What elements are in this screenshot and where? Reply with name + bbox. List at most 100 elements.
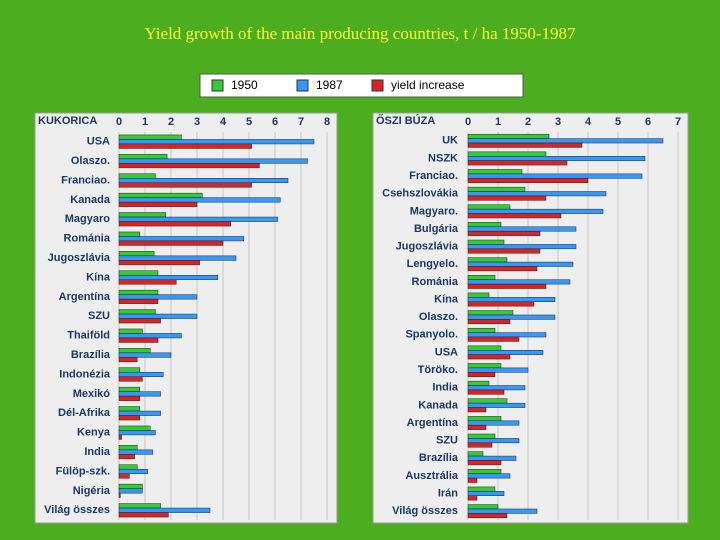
panel-title: KUKORICA: [38, 115, 97, 127]
bar: [467, 319, 511, 325]
bar: [118, 255, 237, 261]
bar: [467, 372, 496, 377]
bar: [118, 406, 141, 412]
bar: [467, 230, 541, 236]
category-label: Irán: [438, 487, 458, 499]
bar: [467, 389, 505, 395]
bar: [467, 186, 526, 192]
bar: [118, 289, 159, 295]
bar: [118, 260, 200, 266]
bar: [467, 420, 520, 426]
bar: [467, 226, 577, 232]
category-label: Dél-Afrika: [58, 407, 111, 419]
bar: [467, 402, 526, 408]
bar: [467, 416, 502, 422]
x-tick-label: 6: [272, 116, 278, 128]
bar: [118, 221, 232, 227]
x-tick-label: 0: [465, 116, 471, 128]
bar: [118, 318, 161, 324]
bar: [467, 213, 562, 219]
bar: [467, 451, 484, 457]
bar: [118, 309, 156, 315]
bar: [118, 430, 156, 436]
bar: [467, 257, 508, 263]
category-label: Franciao.: [409, 170, 458, 182]
bar: [467, 385, 526, 391]
bar: [118, 352, 172, 358]
legend-label: 1950: [231, 78, 258, 92]
bar: [467, 292, 490, 298]
bar: [118, 154, 168, 160]
bar: [118, 488, 143, 494]
bar: [467, 424, 487, 430]
bar: [118, 357, 138, 363]
category-label: USA: [87, 136, 110, 148]
category-label: Világ összes: [392, 505, 458, 517]
bar: [118, 139, 315, 145]
x-tick-label: 3: [194, 116, 200, 128]
bar: [118, 143, 252, 149]
category-label: Kenya: [77, 427, 111, 439]
legend-box: [199, 73, 524, 98]
bar: [467, 460, 502, 466]
bar: [467, 473, 511, 479]
bar: [118, 454, 135, 460]
bar: [467, 195, 547, 201]
bar: [467, 191, 607, 197]
category-label: Világ összes: [44, 504, 110, 516]
x-tick-label: 3: [555, 116, 561, 128]
bar: [118, 337, 159, 343]
bar: [467, 142, 583, 148]
bar: [467, 438, 520, 444]
bar: [118, 231, 141, 237]
x-tick-label: 4: [585, 116, 592, 128]
bar: [118, 298, 159, 304]
category-label: Magyaro: [65, 213, 111, 225]
bar: [118, 464, 138, 470]
category-label: NSZK: [428, 152, 458, 164]
category-label: USA: [435, 346, 458, 358]
x-tick-label: 7: [298, 116, 304, 128]
bar: [467, 332, 547, 338]
bar: [467, 407, 487, 413]
x-tick-label: 6: [645, 116, 651, 128]
bar: [118, 197, 281, 203]
bar: [118, 512, 169, 518]
x-tick-label: 7: [675, 116, 681, 128]
bar: [467, 208, 604, 214]
bar: [467, 283, 547, 289]
bar: [118, 216, 278, 222]
bar: [118, 240, 224, 246]
bar: [118, 367, 141, 373]
category-label: Thaiföld: [67, 330, 110, 342]
category-label: Jugoszlávia: [48, 252, 111, 264]
bar: [118, 328, 143, 334]
bar: [118, 158, 308, 164]
bar: [467, 244, 577, 250]
category-label: Brazília: [419, 452, 459, 464]
bar: [467, 266, 538, 272]
bar: [118, 236, 245, 242]
bar: [467, 239, 505, 245]
chart-title: Yield growth of the main producing count…: [144, 24, 576, 43]
category-label: India: [84, 446, 111, 458]
bar: [467, 495, 478, 501]
bar: [118, 279, 177, 285]
bar: [118, 395, 141, 401]
bar: [467, 314, 556, 320]
category-label: Indonézia: [59, 368, 111, 380]
legend-swatch: [296, 79, 309, 92]
bar: [467, 504, 499, 510]
bar: [467, 350, 544, 355]
category-label: India: [432, 382, 459, 394]
bar: [467, 248, 541, 254]
category-label: Magyaro.: [410, 205, 458, 217]
category-label: Brazília: [71, 349, 111, 361]
x-tick-label: 0: [116, 116, 122, 128]
bar: [467, 156, 646, 161]
bar: [118, 134, 182, 140]
bar: [118, 275, 219, 280]
panel-title: ŐSZI BÚZA: [376, 114, 435, 127]
category-label: Románia: [64, 233, 111, 245]
